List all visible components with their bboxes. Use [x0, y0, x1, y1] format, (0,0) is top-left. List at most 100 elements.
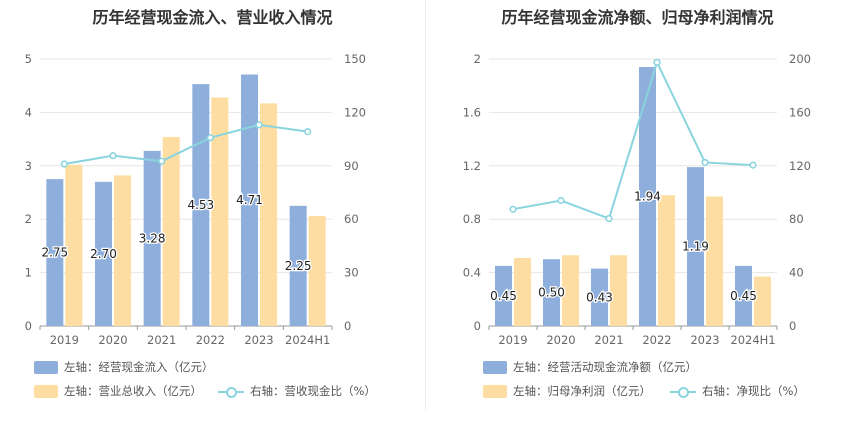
left-axis-tick-label: 1 [25, 266, 32, 280]
bar-data-label: 1.94 [634, 190, 661, 204]
legend-label: 左轴：经营现金流入（亿元） [64, 360, 214, 374]
left-axis-tick-label: 0.8 [463, 212, 481, 226]
line-point [60, 160, 68, 168]
legend-label: 左轴：营业总收入（亿元） [64, 384, 202, 398]
left-axis-tick-label: 5 [25, 52, 32, 66]
legend-item-bar1[interactable]: 左轴：经营现金流入（亿元） [34, 359, 214, 375]
legend-item-bar1[interactable]: 左轴：经营活动现金流净额（亿元） [483, 359, 697, 375]
legend-label: 右轴：净现比（%） [702, 384, 805, 398]
bar-series2 [260, 103, 277, 327]
legend-label: 左轴：归母净利润（亿元） [513, 384, 651, 398]
x-axis-tick-label: 2022 [642, 333, 671, 347]
left-axis-tick-label: 4 [25, 105, 32, 119]
right-axis-tick-label: 150 [344, 52, 366, 66]
legend-item-bar2[interactable]: 左轴：营业总收入（亿元） [34, 383, 202, 399]
bar-series2 [562, 255, 579, 326]
bar-data-label: 1.19 [682, 240, 709, 254]
right-axis-tick-label: 80 [789, 212, 804, 226]
bar-data-label: 4.71 [236, 193, 263, 207]
bar-series1 [95, 181, 112, 326]
bar-series2 [514, 257, 531, 326]
line-point [206, 134, 214, 142]
x-axis-tick-label: 2023 [690, 333, 719, 347]
legend-item-line[interactable]: 右轴：净现比（%） [670, 383, 805, 399]
x-axis-tick-label: 2021 [147, 333, 176, 347]
bar-series1 [46, 179, 64, 326]
bar-data-label: 0.45 [730, 289, 757, 303]
x-axis-tick-label: 2020 [98, 333, 127, 347]
bar-series1 [241, 74, 258, 327]
chart-panel-netcash-profit: 历年经营现金流净额、归母净利润情况 0 0.4 0.8 1.2 1.6 2 0 40 80 120… [425, 0, 850, 437]
left-axis-tick-label: 0.4 [463, 266, 481, 280]
line-point [109, 152, 117, 160]
right-axis-tick-label: 0 [789, 319, 796, 333]
line-point [557, 196, 565, 205]
line-point [255, 121, 263, 129]
bar-data-label: 2.25 [285, 259, 312, 273]
left-axis-tick-label: 2 [474, 52, 481, 66]
bar-series1 [143, 150, 161, 326]
legend-swatch-bar1 [34, 360, 58, 374]
bar-series2 [114, 175, 131, 326]
bar-series1 [495, 265, 512, 326]
bar-series1 [289, 205, 307, 326]
bar-series2 [162, 136, 180, 326]
bar-data-label: 0.45 [490, 289, 517, 303]
line-point [605, 214, 613, 223]
chart-title: 历年经营现金流入、营业收入情况 [92, 8, 333, 27]
left-axis-tick-label: 3 [25, 159, 32, 173]
bar-data-label: 2.75 [41, 246, 68, 260]
bar-series1 [639, 67, 656, 326]
bar-series1 [687, 167, 704, 326]
right-axis-tick-label: 60 [344, 212, 359, 226]
right-axis-tick-label: 200 [789, 52, 811, 66]
bar-series2 [308, 215, 326, 326]
legend-swatch-bar2 [483, 384, 507, 398]
left-axis-tick-label: 0 [474, 319, 481, 333]
chart-svg: 0 1 2 3 4 5 0 30 60 90 120 150 2019 2020 2021 2022 2023 2… [25, 52, 366, 347]
legend-item-line[interactable]: 右轴：营收现金比（%） [218, 383, 376, 399]
left-axis-tick-label: 2 [25, 212, 32, 226]
bar-series2 [754, 276, 771, 326]
panel-divider [425, 0, 426, 410]
legend-swatch-bar2 [34, 384, 58, 398]
x-axis-tick-label: 2019 [50, 333, 79, 347]
right-axis-tick-label: 40 [789, 266, 804, 280]
bar-series2 [610, 255, 627, 326]
legend-label: 左轴：经营活动现金流净额（亿元） [513, 360, 697, 374]
chart-title: 历年经营现金流净额、归母净利润情况 [501, 8, 774, 27]
left-axis-tick-label: 1.2 [463, 159, 481, 173]
bar-series1 [591, 268, 608, 326]
bar-series2 [658, 195, 675, 326]
line-series [512, 59, 754, 220]
line-point [509, 205, 517, 213]
right-axis-tick-label: 160 [789, 105, 811, 119]
x-axis-tick-label: 2021 [594, 333, 623, 347]
bar-series1 [735, 265, 752, 326]
line-point [701, 158, 709, 167]
right-axis-tick-label: 120 [344, 105, 366, 119]
bar-series2 [211, 97, 229, 326]
bar-data-label: 2.70 [90, 247, 117, 261]
x-axis-tick-label: 2024H1 [285, 333, 330, 347]
x-axis-tick-label: 2023 [244, 333, 273, 347]
x-axis-tick-label: 2020 [546, 333, 575, 347]
right-axis-tick-label: 120 [789, 159, 811, 173]
legend-line-marker-icon [670, 385, 696, 398]
x-axis-tick-label: 2022 [196, 333, 225, 347]
bar-series2 [706, 196, 723, 326]
x-axis-tick-label: 2024H1 [730, 333, 775, 347]
right-axis-tick-label: 90 [344, 159, 359, 173]
bar-series1 [543, 259, 560, 326]
bar-series2 [65, 164, 83, 326]
left-axis-tick-label: 1.6 [463, 105, 481, 119]
line-point [749, 161, 757, 169]
right-axis-tick-label: 30 [344, 266, 359, 280]
right-axis-tick-label: 0 [344, 319, 351, 333]
legend-item-bar2[interactable]: 左轴：归母净利润（亿元） [483, 383, 651, 399]
bar-data-label: 0.43 [586, 290, 613, 304]
bar-data-label: 3.28 [139, 231, 166, 245]
line-series [64, 123, 308, 166]
left-axis-tick-label: 0 [25, 319, 32, 333]
line-point [304, 128, 312, 136]
